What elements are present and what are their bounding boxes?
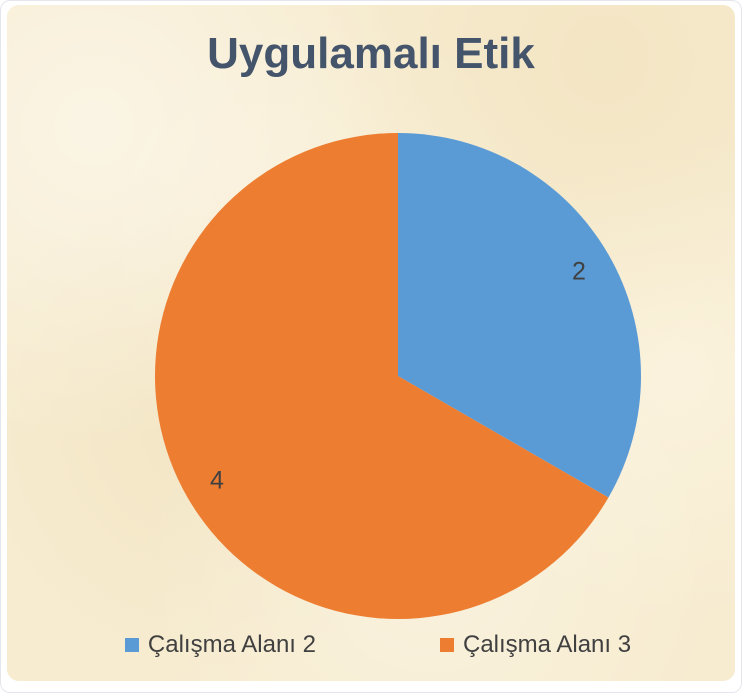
pie-slice-2 <box>154 133 609 619</box>
legend-item-calisma-alani-3: Çalışma Alanı 3 <box>440 631 631 659</box>
pie-data-label: 2 <box>572 258 586 286</box>
legend-swatch-orange <box>440 638 454 652</box>
legend-label: Çalışma Alanı 2 <box>147 631 316 658</box>
legend-swatch-blue <box>124 638 139 652</box>
chart-legend: Çalışma Alanı 2 Çalışma Alanı 3 <box>7 631 742 659</box>
legend-item-calisma-alani-2: Çalışma Alanı 2 <box>124 631 316 659</box>
chart-title: Uygulamalı Etik <box>207 29 535 78</box>
pie-slice-1 <box>398 133 641 498</box>
pie-data-label: 4 <box>210 467 224 495</box>
legend-label: Çalışma Alanı 3 <box>463 631 632 658</box>
pie-chart: 24 <box>154 133 641 619</box>
